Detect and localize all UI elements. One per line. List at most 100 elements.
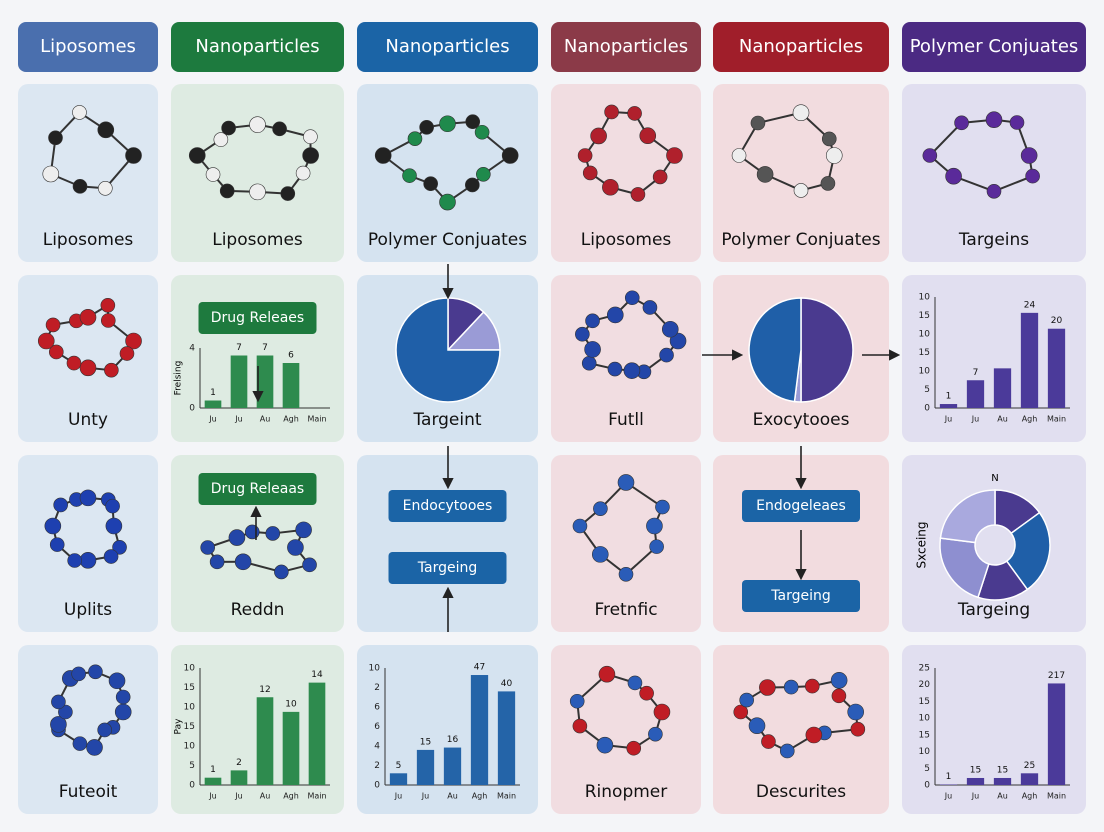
atom — [733, 704, 749, 720]
atom — [476, 167, 491, 182]
value-label: 15 — [997, 765, 1008, 775]
card-label: Polymer Conjuates — [368, 230, 527, 250]
atom — [985, 111, 1003, 129]
card — [357, 84, 538, 262]
atom — [50, 716, 67, 733]
axis-label: 15 — [184, 722, 195, 732]
atom — [280, 186, 296, 201]
header-title: Nanoparticles — [195, 36, 319, 57]
atom — [666, 147, 683, 164]
atom — [653, 703, 671, 721]
value-label: 10 — [285, 699, 297, 709]
atom — [209, 554, 225, 570]
atom — [783, 679, 799, 695]
atom — [847, 703, 864, 721]
atom — [188, 147, 206, 164]
button — [742, 580, 860, 612]
atom — [804, 678, 820, 694]
atom — [219, 183, 235, 199]
axis-label: 15 — [919, 311, 930, 321]
atom — [419, 120, 434, 135]
header-title: Liposomes — [40, 36, 136, 57]
atom — [71, 666, 86, 682]
atom — [213, 132, 229, 147]
atom — [42, 165, 60, 183]
atom — [58, 704, 73, 720]
atom — [51, 694, 66, 710]
atom — [112, 540, 127, 555]
x-tick-label: Agh — [1022, 792, 1038, 801]
axis-label: 10 — [919, 714, 931, 724]
atom — [655, 499, 670, 515]
atom — [572, 718, 588, 734]
bar — [939, 404, 958, 408]
atom — [661, 320, 679, 338]
bar — [256, 355, 274, 408]
atom — [67, 553, 82, 568]
bar — [1047, 328, 1066, 408]
atom — [265, 526, 281, 541]
card-label: Reddn — [231, 600, 285, 620]
bar — [470, 675, 489, 785]
x-tick-label: Main — [307, 415, 326, 424]
bar — [1020, 312, 1039, 408]
atom — [627, 675, 643, 691]
button — [198, 302, 317, 334]
x-tick-label: Ju — [208, 792, 216, 801]
card-label: Uplits — [64, 600, 112, 620]
atom — [272, 121, 287, 137]
value-label: 1 — [946, 772, 952, 782]
x-tick-label: Main — [307, 792, 326, 801]
atom — [86, 739, 103, 756]
atom — [945, 167, 962, 185]
axis-label: 15 — [919, 730, 930, 740]
header-title: Polymer Conjuates — [910, 36, 1079, 57]
value-label: 217 — [1048, 671, 1065, 681]
atom — [79, 489, 97, 507]
header-title: Nanoparticles — [739, 36, 863, 57]
atom — [590, 127, 607, 145]
atom — [423, 176, 438, 192]
x-tick-label: Ju — [971, 792, 979, 801]
bar — [993, 777, 1012, 785]
atom — [72, 736, 88, 751]
atom — [374, 147, 392, 164]
atom — [591, 546, 609, 563]
card — [18, 645, 158, 814]
atom — [922, 148, 938, 163]
card — [902, 645, 1086, 814]
atom — [1025, 168, 1040, 184]
card — [18, 275, 158, 442]
atom — [581, 355, 597, 371]
atom — [646, 517, 663, 535]
atom — [761, 734, 776, 749]
button-label: Drug Releaes — [211, 310, 304, 326]
bar — [256, 697, 274, 785]
axis-label: 10 — [919, 293, 931, 303]
atom — [115, 689, 131, 705]
atom — [108, 672, 126, 690]
atom — [602, 178, 619, 196]
axis-label: 5 — [924, 764, 930, 774]
header-title: Nanoparticles — [385, 36, 509, 57]
atom — [731, 148, 747, 163]
axis-label: 4 — [374, 742, 380, 752]
atom — [1009, 115, 1025, 130]
slice — [800, 297, 854, 403]
axis-label: 15 — [919, 697, 930, 707]
card-label: Fretnfic — [594, 600, 657, 620]
atom — [577, 148, 593, 163]
bond — [929, 122, 963, 157]
axis-label: 0 — [924, 781, 930, 791]
bar — [966, 777, 985, 785]
atom — [303, 129, 318, 145]
card-label: Unty — [68, 410, 108, 430]
card — [357, 645, 538, 814]
atom — [805, 726, 823, 744]
atom — [44, 517, 62, 535]
card — [902, 275, 1086, 442]
atom — [119, 346, 135, 361]
card-label: Rinopmer — [585, 782, 668, 802]
atom — [200, 540, 215, 555]
card-label: Descurites — [756, 782, 846, 802]
